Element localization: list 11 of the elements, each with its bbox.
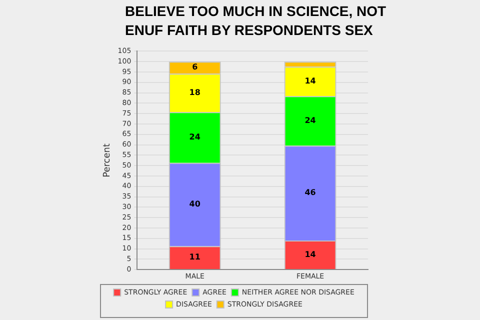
- data-label: 46: [304, 188, 316, 198]
- data-label: 14: [304, 76, 316, 86]
- data-label: 18: [189, 88, 201, 97]
- data-label: 11: [189, 252, 201, 262]
- chart-title: BELIEVE TOO MUCH IN SCIENCE, NOT ENUF FAITH BY RESPONDENTS SEX: [125, 2, 388, 40]
- data-label: 6: [192, 62, 198, 72]
- data-label: 40: [189, 200, 201, 209]
- y-axis-title: Percent: [102, 143, 113, 178]
- data-label: 24: [189, 132, 201, 142]
- data-label: 14: [304, 250, 316, 259]
- data-label: 24: [304, 116, 316, 125]
